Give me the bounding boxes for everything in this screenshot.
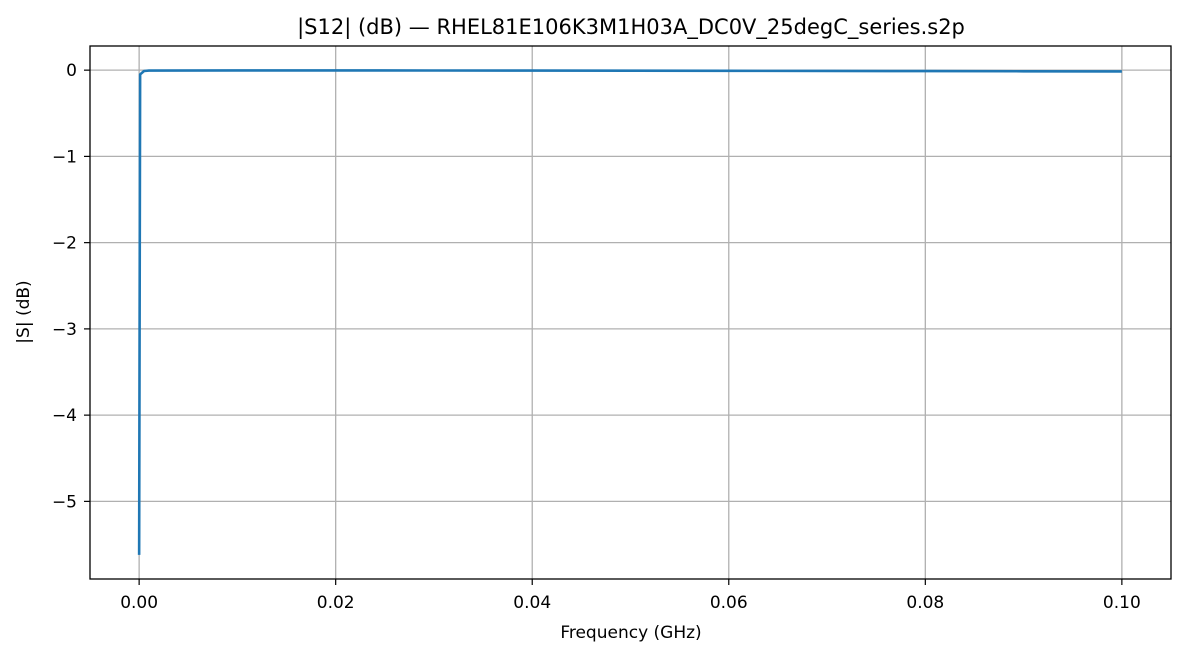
x-tick-label: 0.00	[120, 593, 158, 613]
y-tick-label: −2	[52, 234, 77, 254]
y-tick-label: −3	[52, 320, 77, 340]
grid	[90, 46, 1171, 579]
x-tick-label: 0.08	[906, 593, 944, 613]
chart-title: |S12| (dB) — RHEL81E106K3M1H03A_DC0V_25d…	[297, 15, 965, 40]
series-line-s12	[137, 69, 1122, 555]
y-tick-label: 0	[66, 61, 77, 81]
x-axis-ticks: 0.00 0.02 0.04 0.06 0.08 0.10	[120, 579, 1141, 613]
series-layer	[137, 69, 1122, 555]
y-tick-label: −1	[52, 147, 77, 167]
x-axis-label: Frequency (GHz)	[560, 623, 701, 643]
x-tick-label: 0.04	[513, 593, 551, 613]
x-tick-label: 0.06	[710, 593, 748, 613]
y-tick-label: −4	[52, 406, 77, 426]
plot-area-frame	[89, 45, 1172, 580]
x-tick-label: 0.02	[317, 593, 355, 613]
y-axis-label: |S| (dB)	[14, 280, 34, 343]
y-tick-label: −5	[52, 492, 77, 512]
x-tick-label: 0.10	[1103, 593, 1141, 613]
y-axis-ticks: 0 −1 −2 −3 −4 −5	[52, 61, 90, 512]
